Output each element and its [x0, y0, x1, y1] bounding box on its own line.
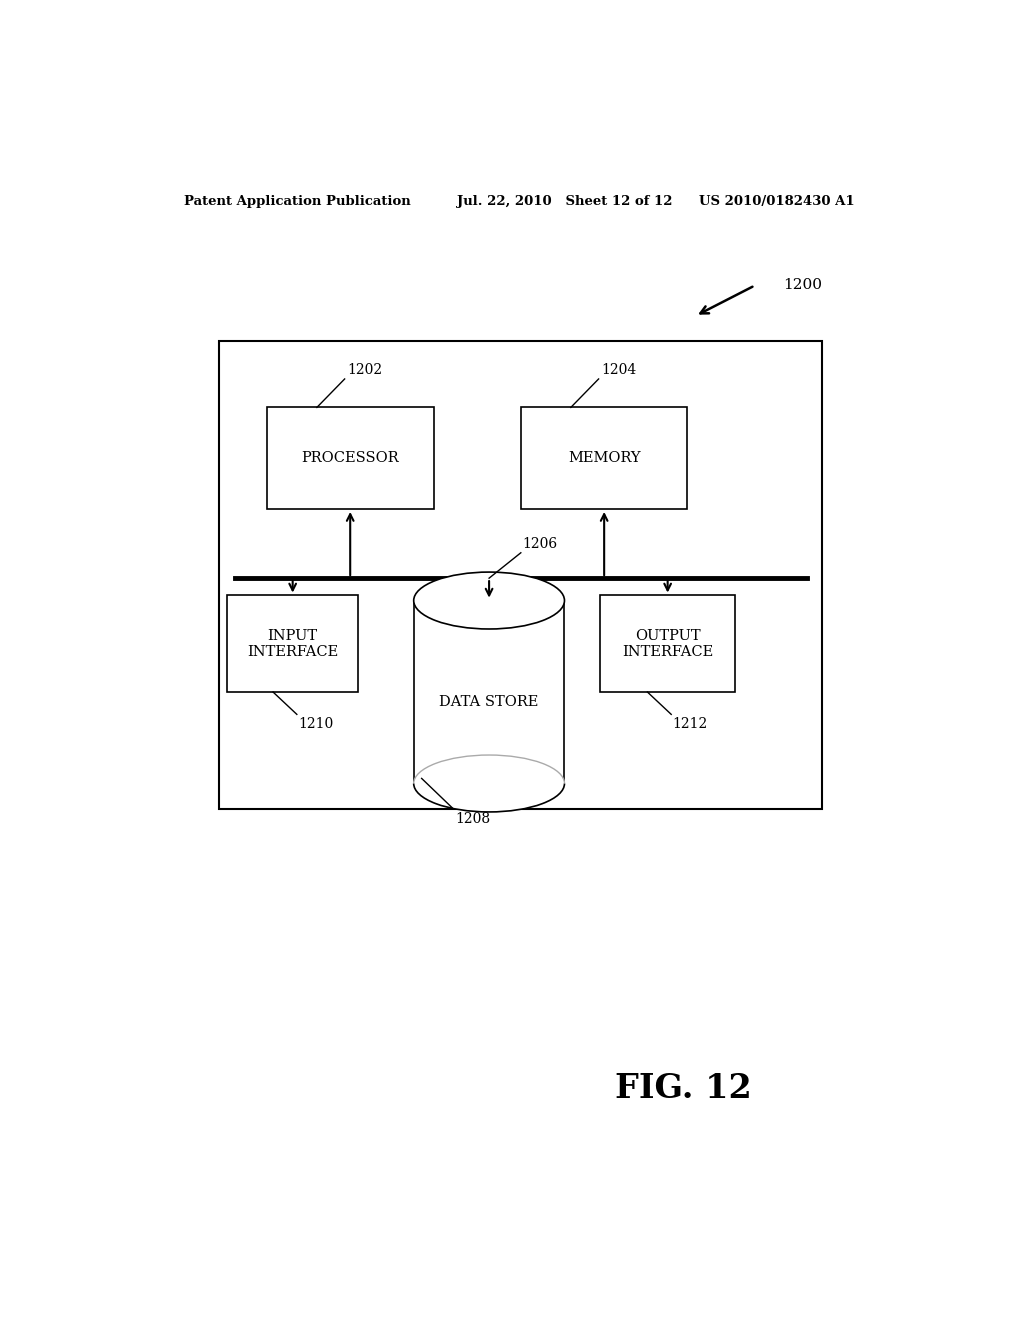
Ellipse shape — [414, 755, 564, 812]
Bar — [219, 342, 822, 809]
Text: OUTPUT
INTERFACE: OUTPUT INTERFACE — [622, 628, 714, 659]
Text: Patent Application Publication: Patent Application Publication — [183, 194, 411, 207]
Text: 1208: 1208 — [455, 812, 490, 826]
Text: 1210: 1210 — [298, 718, 334, 731]
Text: 1200: 1200 — [782, 279, 821, 293]
Text: DATA STORE: DATA STORE — [439, 696, 539, 709]
Bar — [600, 595, 735, 692]
Text: 1212: 1212 — [673, 718, 708, 731]
Text: US 2010/0182430 A1: US 2010/0182430 A1 — [699, 194, 855, 207]
Text: MEMORY: MEMORY — [568, 451, 640, 465]
Bar — [267, 408, 433, 510]
Bar — [227, 595, 358, 692]
Text: 1206: 1206 — [522, 537, 557, 550]
Ellipse shape — [414, 572, 564, 630]
Text: INPUT
INTERFACE: INPUT INTERFACE — [247, 628, 338, 659]
Bar — [521, 408, 687, 510]
Text: FIG. 12: FIG. 12 — [615, 1072, 752, 1105]
Text: Jul. 22, 2010   Sheet 12 of 12: Jul. 22, 2010 Sheet 12 of 12 — [458, 194, 673, 207]
Text: PROCESSOR: PROCESSOR — [301, 451, 399, 465]
Text: 1204: 1204 — [601, 363, 636, 378]
Text: 1202: 1202 — [347, 363, 382, 378]
